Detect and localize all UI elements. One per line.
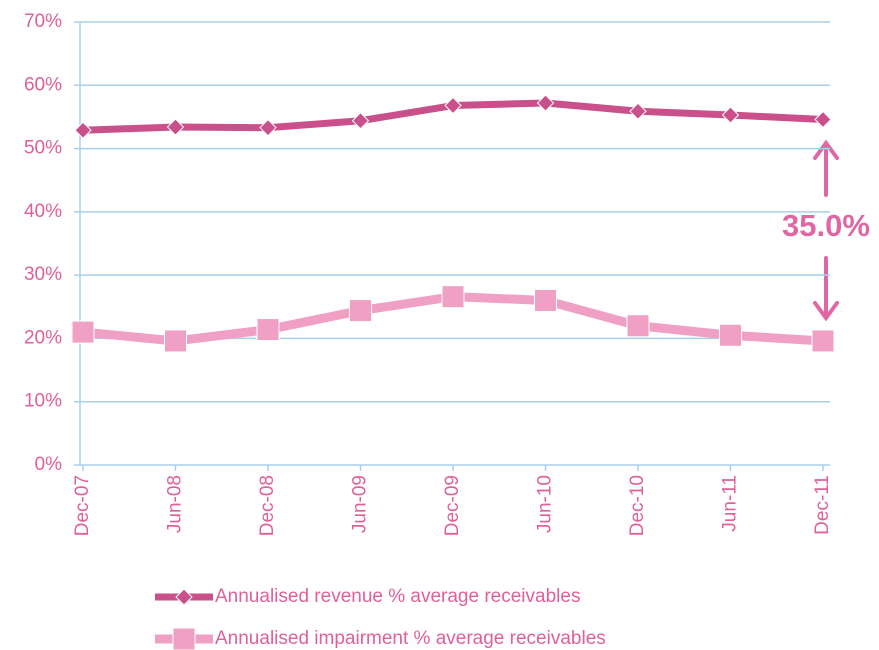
y-tick-label: 60% bbox=[24, 74, 62, 95]
y-tick-label: 10% bbox=[24, 391, 62, 412]
data-point bbox=[441, 285, 465, 309]
y-tick-label: 30% bbox=[24, 264, 62, 285]
legend-marker bbox=[175, 588, 193, 606]
annotation-arrows bbox=[813, 139, 839, 322]
data-point bbox=[811, 329, 835, 353]
x-tick-label: Dec-11 bbox=[812, 475, 833, 535]
data-point bbox=[351, 112, 370, 130]
data-point bbox=[629, 102, 647, 120]
y-tick-label: 0% bbox=[35, 454, 63, 475]
data-point bbox=[719, 323, 742, 347]
data-point bbox=[74, 121, 92, 139]
data-point bbox=[259, 118, 277, 137]
legend-marker bbox=[172, 627, 196, 650]
x-tick-label: Dec-07 bbox=[72, 475, 93, 536]
legend-label: Annualised impairment % average receivab… bbox=[215, 628, 606, 649]
y-tick-label: 40% bbox=[24, 201, 62, 222]
data-point bbox=[814, 110, 832, 129]
x-tick-label: Dec-10 bbox=[627, 475, 648, 536]
x-tick-label: Jun-09 bbox=[350, 475, 371, 533]
data-point bbox=[256, 318, 280, 342]
data-point bbox=[626, 314, 650, 338]
data-point bbox=[166, 118, 185, 136]
x-tick-label: Dec-08 bbox=[257, 475, 278, 536]
annotation: 35.0% bbox=[782, 208, 870, 243]
y-tick-label: 20% bbox=[24, 327, 62, 348]
data-point bbox=[534, 288, 557, 312]
legend-label: Annualised revenue % average receivables bbox=[215, 586, 580, 607]
x-tick-label: Jun-08 bbox=[165, 475, 186, 533]
data-point bbox=[721, 106, 740, 124]
data-point bbox=[444, 96, 462, 115]
x-tick-label: Jun-10 bbox=[535, 475, 556, 533]
y-tick-label: 50% bbox=[24, 138, 62, 159]
data-point bbox=[71, 320, 95, 344]
data-point bbox=[164, 329, 187, 353]
x-tick-label: Dec-09 bbox=[442, 475, 463, 536]
x-tick-label: Jun-11 bbox=[720, 475, 741, 532]
y-tick-label: 70% bbox=[24, 11, 62, 32]
data-point bbox=[349, 299, 372, 323]
data-point bbox=[536, 94, 555, 112]
